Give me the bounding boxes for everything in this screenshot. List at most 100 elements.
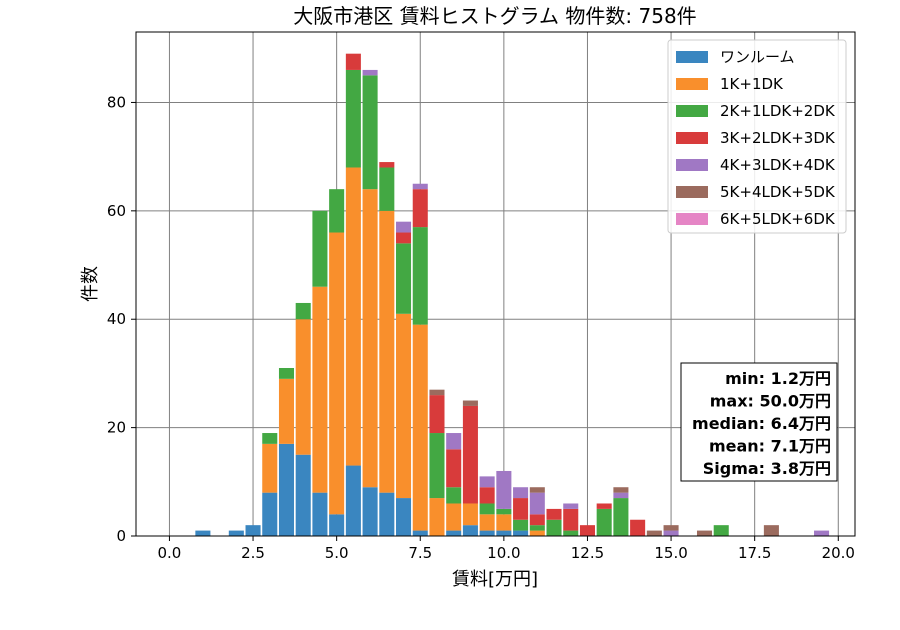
histogram-bar <box>262 433 278 444</box>
histogram-bar <box>496 508 512 515</box>
histogram-bar <box>529 530 545 536</box>
histogram-bar <box>412 530 428 536</box>
histogram-bar <box>345 167 361 466</box>
stats-box: min: 1.2万円 max: 50.0万円 median: 6.4万円 mean: … <box>680 362 838 482</box>
legend-swatch <box>676 186 708 198</box>
x-tick-label: 20.0 <box>822 544 855 562</box>
histogram-bar <box>529 525 545 531</box>
histogram-bar <box>596 503 612 509</box>
histogram-bar <box>446 530 462 536</box>
histogram-bar <box>496 530 512 536</box>
histogram-bar <box>613 487 629 493</box>
histogram-bar <box>412 227 428 325</box>
histogram-bar <box>479 476 495 488</box>
histogram-bar <box>696 530 713 536</box>
histogram-bar <box>613 492 629 499</box>
y-tick-label: 60 <box>107 202 126 220</box>
histogram-bar <box>362 75 378 190</box>
histogram-bar <box>446 487 462 504</box>
x-tick-label: 7.5 <box>408 544 432 562</box>
histogram-bars <box>195 53 830 536</box>
legend-swatch <box>676 105 708 117</box>
histogram-bar <box>529 514 545 526</box>
y-tick-label: 20 <box>107 419 126 437</box>
histogram-bar <box>479 503 495 515</box>
histogram-bar <box>379 167 395 211</box>
histogram-bar <box>412 324 428 531</box>
y-tick-label: 40 <box>107 310 126 328</box>
histogram-bar <box>429 433 445 499</box>
histogram-bar <box>362 487 378 536</box>
x-axis-label: 賃料[万円] <box>452 569 538 590</box>
legend-swatch <box>676 213 708 225</box>
histogram-bar <box>245 525 261 536</box>
histogram-bar <box>713 525 729 536</box>
histogram-bar <box>563 508 579 531</box>
histogram-bar <box>513 530 529 536</box>
legend-label: ワンルーム <box>720 48 795 66</box>
legend-label: 6K+5LDK+6DK <box>720 210 836 228</box>
y-axis-label: 件数 <box>80 266 101 302</box>
legend-label: 1K+1DK <box>720 75 784 93</box>
histogram-bar <box>613 498 629 536</box>
legend-label: 2K+1LDK+2DK <box>720 102 836 120</box>
histogram-bar <box>529 487 545 493</box>
stats-line: Sigma: 3.8万円 <box>703 459 831 478</box>
x-tick-label: 12.5 <box>571 544 604 562</box>
histogram-bar <box>345 69 361 168</box>
chart-title: 大阪市港区 賃料ヒストグラム 物件数: 758件 <box>293 4 696 28</box>
stats-line: min: 1.2万円 <box>725 369 831 388</box>
x-axis-ticks: 0.0 2.5 5.0 7.5 10.0 12.5 15.0 17.5 20.0 <box>158 536 855 562</box>
legend-box <box>667 39 847 234</box>
histogram-bar <box>546 508 562 520</box>
histogram-bar <box>479 530 495 536</box>
histogram-bar <box>429 498 445 536</box>
histogram-bar <box>396 232 412 244</box>
histogram-bar <box>563 503 579 509</box>
histogram-bar <box>763 525 779 536</box>
legend-label: 4K+3LDK+4DK <box>720 156 836 174</box>
legend-label: 3K+2LDK+3DK <box>720 129 836 147</box>
histogram-bar <box>429 389 445 396</box>
plot-frame <box>135 31 856 537</box>
histogram-bar <box>462 400 478 406</box>
histogram-bar <box>362 69 378 76</box>
x-tick-label: 10.0 <box>487 544 520 562</box>
histogram-bar <box>278 378 295 444</box>
histogram-bar <box>630 519 646 536</box>
histogram-bar <box>814 530 830 536</box>
histogram-bar <box>295 302 311 320</box>
histogram-bar <box>278 443 295 536</box>
histogram-bar <box>663 530 679 536</box>
x-tick-label: 2.5 <box>241 544 265 562</box>
stats-line: mean: 7.1万円 <box>709 437 831 456</box>
legend-swatch <box>676 78 708 90</box>
histogram-bar <box>379 492 395 536</box>
histogram-bar <box>429 395 445 434</box>
legend-swatch <box>676 132 708 144</box>
histogram-bar <box>262 492 278 536</box>
histogram-bar <box>379 210 395 493</box>
y-tick-label: 0 <box>116 527 126 545</box>
histogram-bar <box>546 519 562 536</box>
histogram-bar <box>228 530 244 536</box>
histogram-bar <box>496 470 512 509</box>
legend-swatch <box>676 51 708 63</box>
histogram-bar <box>513 519 529 531</box>
histogram-bar <box>345 465 361 536</box>
histogram-bar <box>579 525 595 536</box>
histogram-bar <box>262 443 278 493</box>
histogram-bar <box>396 221 412 233</box>
histogram-bar <box>362 189 378 488</box>
histogram-bar <box>479 514 495 531</box>
x-tick-label: 5.0 <box>325 544 349 562</box>
histogram-bar <box>496 514 512 531</box>
legend: ワンルーム 1K+1DK 2K+1LDK+2DK 3K+2LDK+3DK 4K+3LDK… <box>667 39 847 234</box>
y-tick-label: 80 <box>107 93 126 111</box>
histogram-bar <box>529 492 545 515</box>
histogram-bar <box>446 449 462 488</box>
histogram-bar <box>345 53 361 70</box>
legend-label: 5K+4LDK+5DK <box>720 183 836 201</box>
histogram-bar <box>329 514 345 536</box>
